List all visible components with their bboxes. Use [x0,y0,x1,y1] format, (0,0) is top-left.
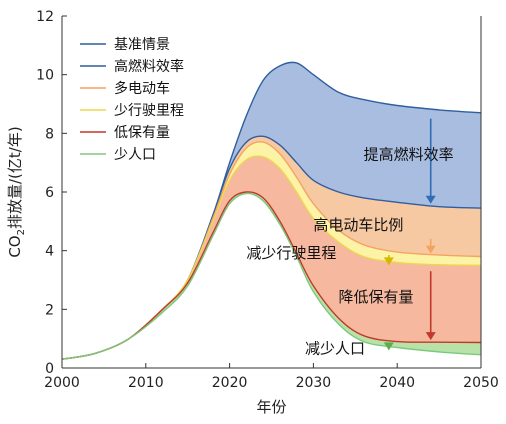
x-tick-label-5: 2050 [463,375,499,391]
y-axis-title: CO2排放量/(亿t/年) [6,126,27,257]
legend-label-3: 少行驶里程 [114,103,184,119]
x-axis-title: 年份 [256,398,286,416]
annotation-label-4: 减少人口 [305,339,365,357]
band-3 [62,156,481,360]
y-tick-label-6: 12 [36,9,54,25]
chart-axes: 2000 2010 2020 2030 2040 2050024681012年份CO2排放… [6,9,499,416]
y-tick-label-4: 8 [45,126,54,142]
y-axis-title-part-a: CO [6,235,24,257]
legend-label-5: 少人口 [114,147,156,163]
y-tick-label-0: 0 [45,361,54,377]
annotation-arrow-head-0 [425,195,436,204]
annotation-label-1: 高电动车比例 [313,216,403,234]
legend-label-2: 多电动车 [114,80,170,97]
annotation-label-2: 减少行驶里程 [246,244,336,262]
y-tick-label-2: 4 [45,244,54,260]
annotation-arrow-head-2 [383,257,394,266]
series-line-5 [61,192,482,360]
band-0 [62,62,481,360]
series-line-4 [61,191,482,360]
chart-series-lines [61,61,482,360]
y-axis-title-subscript: 2 [16,229,27,235]
x-tick-label-4: 2040 [379,375,415,391]
y-tick-label-1: 2 [45,302,54,318]
annotation-label-3: 降低保有量 [339,288,414,306]
band-1 [62,136,481,360]
legend-label-1: 高燃料效率 [114,58,184,75]
annotation-label-0: 提高燃料效率 [364,146,454,164]
legend-label-4: 低保有量 [114,125,170,141]
legend-label-0: 基准情景 [114,36,170,53]
y-tick-label-5: 10 [36,68,54,84]
x-tick-label-1: 2010 [128,375,164,391]
x-tick-label-0: 2000 [44,375,80,391]
annotation-arrow-head-1 [425,245,436,254]
annotation-arrow-head-3 [425,332,436,341]
x-tick-label-3: 2030 [296,375,332,391]
x-tick-label-2: 2020 [212,375,248,391]
y-tick-label-3: 6 [45,185,54,201]
y-axis-title-part-b: 排放量/(亿t/年) [6,126,24,229]
annotation-arrow-head-4 [383,342,394,351]
